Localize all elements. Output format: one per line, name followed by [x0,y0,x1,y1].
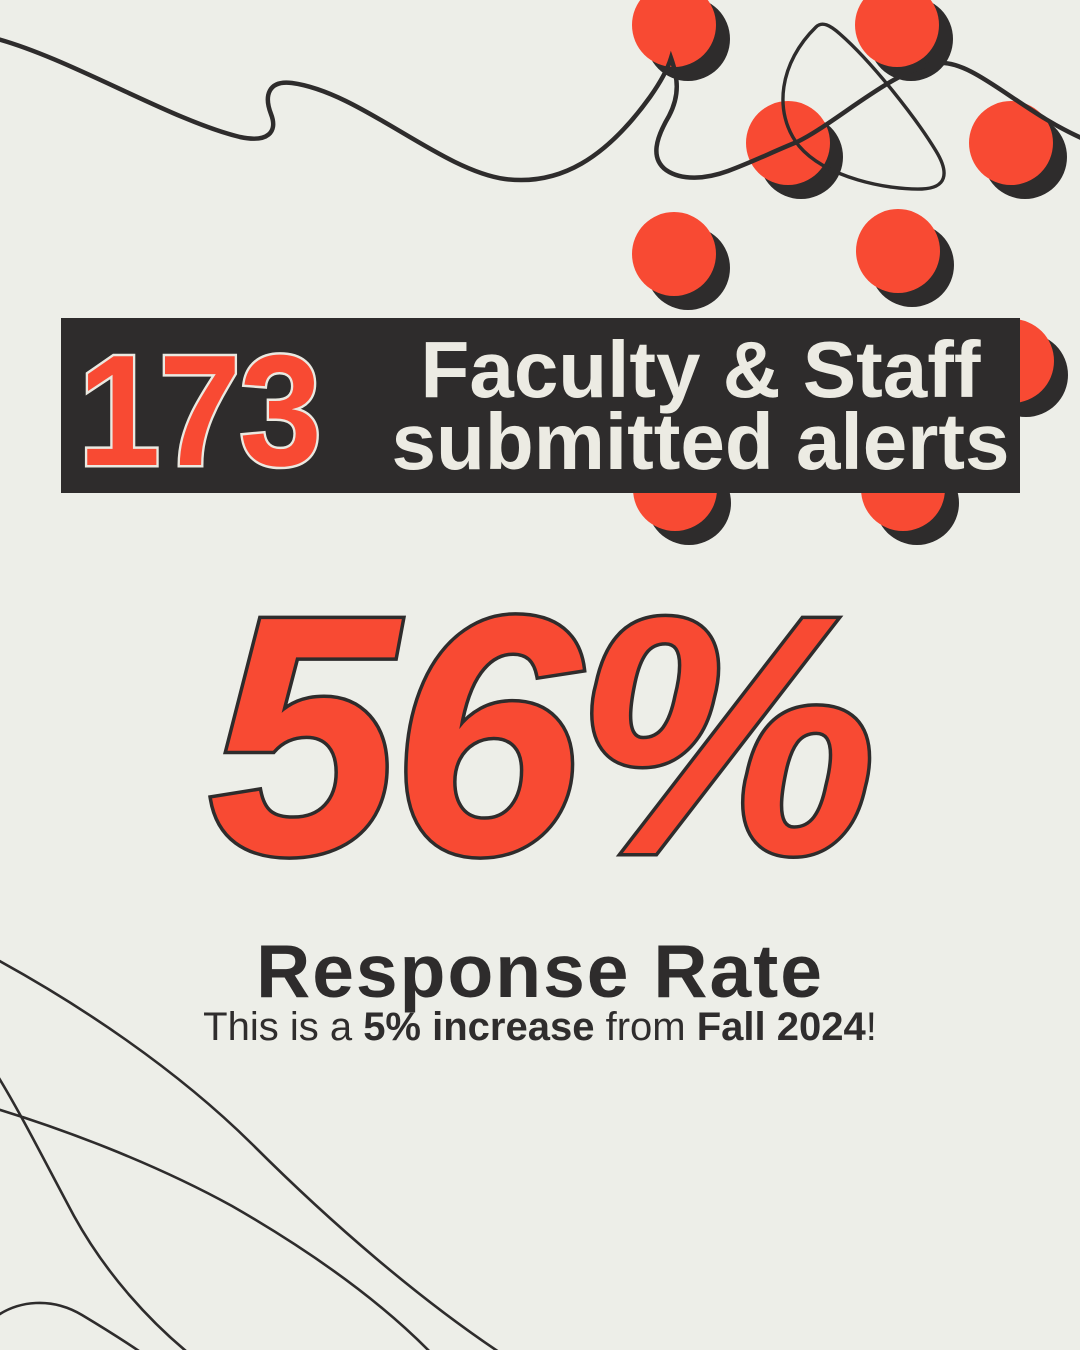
subtitle-term: Fall 2024 [696,1005,866,1049]
bottom-arc-line-4 [0,1301,140,1350]
big-stat-graphic: 56% [205,570,882,870]
banner-count-graphic: 173 [75,320,324,493]
stat-banner: 173 Faculty & Staff submitted alerts [61,318,1020,493]
top-squiggle-line [0,37,1080,183]
response-rate-label: Response Rate [256,929,824,1013]
banner-text-block: Faculty & Staff submitted alerts [381,318,1020,493]
banner-line1: Faculty & Staff [420,324,981,414]
alert-count-value: 173 [78,323,320,493]
subtitle-middle: from [594,1005,697,1049]
subtitle-increase: 5% increase [363,1005,595,1049]
bottom-arc-line-1 [0,959,499,1350]
banner-line2: submitted alerts [391,396,1010,486]
ellipse-loop-line [781,22,946,191]
scribble-lines [0,22,1080,1350]
bottom-arc-line-2 [0,1077,187,1350]
response-rate-value: 56% [209,570,873,870]
response-rate-subtitle: This is a 5% increase from Fall 2024! [0,1005,1080,1050]
subtitle-prefix: This is a [203,1005,364,1049]
bottom-arc-line-3 [0,1108,430,1350]
subtitle-suffix: ! [865,1005,877,1049]
